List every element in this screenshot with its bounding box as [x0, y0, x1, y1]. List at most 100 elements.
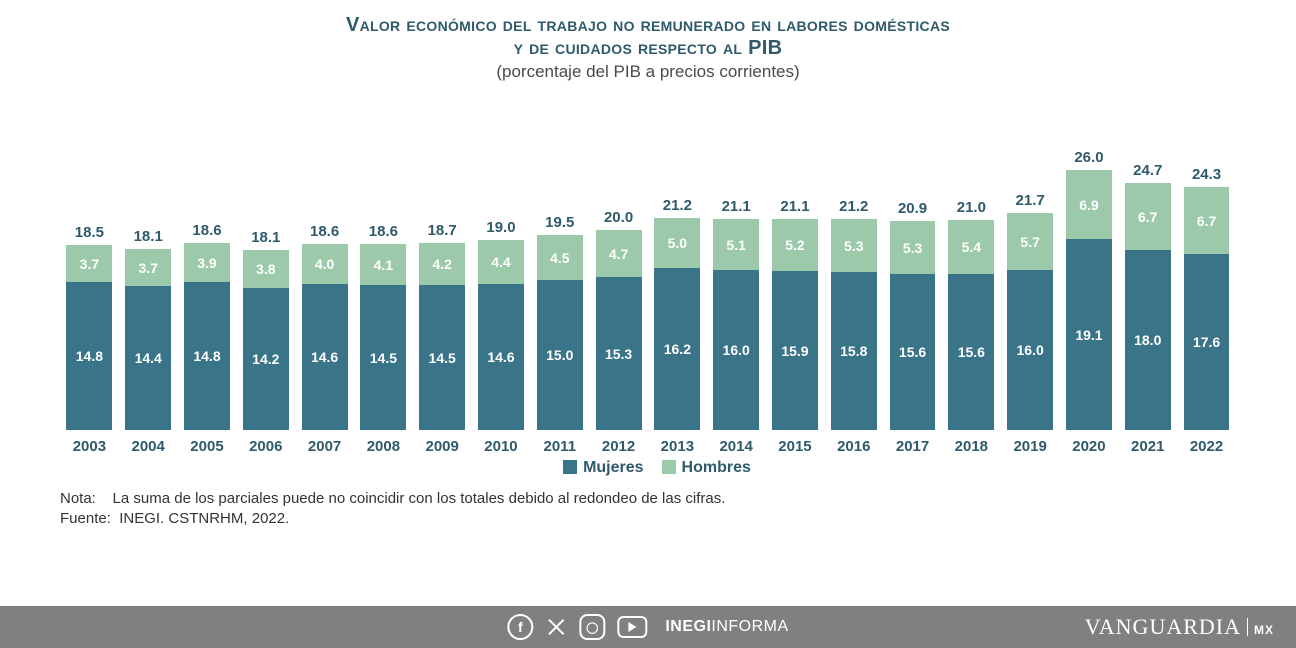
x-tick: 2006 — [236, 438, 295, 455]
instagram-icon[interactable]: ◯ — [579, 614, 605, 640]
x-tick: 2015 — [766, 438, 825, 455]
segment-mujeres: 15.0 — [537, 280, 583, 430]
total-label: 18.1 — [236, 229, 295, 246]
segment-mujeres: 16.2 — [654, 268, 700, 430]
total-label: 18.5 — [60, 224, 119, 241]
value-label-mujeres: 15.6 — [899, 344, 926, 360]
bar-2012: 20.04.715.3 — [589, 100, 648, 430]
x-tick: 2008 — [354, 438, 413, 455]
value-label-mujeres: 14.4 — [135, 350, 162, 366]
bar-2016: 21.2 5.3 15.8 — [824, 100, 883, 430]
value-label-mujeres: 18.0 — [1134, 332, 1161, 348]
x-tick: 2020 — [1060, 438, 1119, 455]
x-tick: 2004 — [119, 438, 178, 455]
total-label: 20.0 — [589, 209, 648, 226]
x-tick: 2009 — [413, 438, 472, 455]
note-label: Nota: — [60, 490, 96, 507]
value-label-mujeres: 14.6 — [487, 349, 514, 365]
x-tick: 2003 — [60, 438, 119, 455]
total-label: 24.3 — [1177, 166, 1236, 183]
footer-bar: f ◯ INEGIINFORMA VANGUARDIA MX — [0, 606, 1296, 648]
value-label-mujeres: 14.6 — [311, 349, 338, 365]
value-label-mujeres: 16.0 — [1017, 342, 1044, 358]
youtube-icon[interactable] — [617, 616, 647, 638]
legend-swatch — [662, 460, 676, 474]
total-label: 19.5 — [530, 214, 589, 231]
bar-2018: 21.05.415.6 — [942, 100, 1001, 430]
bar-2014: 21.15.116.0 — [707, 100, 766, 430]
total-label: 21.1 — [766, 198, 825, 215]
x-tick: 2014 — [707, 438, 766, 455]
value-label-hombres: 4.5 — [550, 250, 569, 266]
bar-2005: 18.6 3.9 14.8 — [178, 100, 237, 430]
x-tick: 2021 — [1118, 438, 1177, 455]
brand-main-text: VANGUARDIA — [1085, 614, 1241, 640]
x-tick: 2022 — [1177, 438, 1236, 455]
value-label-mujeres: 14.5 — [370, 350, 397, 366]
facebook-icon[interactable]: f — [507, 614, 533, 640]
x-tick: 2016 — [824, 438, 883, 455]
segment-hombres: 3.7 — [125, 249, 171, 286]
value-label-hombres: 5.7 — [1020, 234, 1039, 250]
segment-hombres: 5.4 — [948, 220, 994, 274]
x-tick: 2013 — [648, 438, 707, 455]
segment-hombres: 3.9 — [184, 243, 230, 282]
chart-subtitle: (porcentaje del PIB a precios corrientes… — [0, 62, 1296, 82]
total-label: 26.0 — [1060, 149, 1119, 166]
legend-swatch — [563, 460, 577, 474]
segment-hombres: 6.7 — [1125, 183, 1171, 250]
segment-mujeres: 14.6 — [302, 284, 348, 430]
segment-hombres: 5.1 — [713, 219, 759, 270]
x-tick: 2007 — [295, 438, 354, 455]
bar-2011: 19.5 4.5 15.0 — [530, 100, 589, 430]
total-label: 19.0 — [472, 219, 531, 236]
social-icons-group: f ◯ INEGIINFORMA — [507, 614, 788, 640]
segment-mujeres: 15.9 — [772, 271, 818, 430]
bar-2022: 24.36.717.6 — [1177, 100, 1236, 430]
segment-hombres: 4.2 — [419, 243, 465, 285]
segment-hombres: 6.7 — [1184, 187, 1230, 254]
total-label: 20.9 — [883, 200, 942, 217]
segment-hombres: 5.3 — [831, 219, 877, 272]
segment-hombres: 4.4 — [478, 240, 524, 284]
segment-hombres: 5.0 — [654, 218, 700, 268]
legend-label: Mujeres — [583, 459, 643, 476]
source-label: Fuente: — [60, 510, 111, 527]
segment-mujeres: 14.8 — [184, 282, 230, 430]
value-label-hombres: 5.0 — [668, 235, 687, 251]
segment-hombres: 4.1 — [360, 244, 406, 285]
total-label: 18.6 — [178, 222, 237, 239]
chart-title-line1: Valor económico del trabajo no remunerad… — [0, 14, 1296, 37]
total-label: 21.2 — [824, 198, 883, 215]
segment-mujeres: 15.3 — [596, 277, 642, 430]
x-tick: 2010 — [472, 438, 531, 455]
value-label-mujeres: 15.8 — [840, 343, 867, 359]
bar-2021: 24.7 6.7 18.0 — [1118, 100, 1177, 430]
total-label: 24.7 — [1118, 162, 1177, 179]
value-label-hombres: 5.2 — [785, 237, 804, 253]
total-label: 18.6 — [295, 223, 354, 240]
value-label-mujeres: 14.8 — [193, 348, 220, 364]
segment-mujeres: 14.2 — [243, 288, 289, 430]
value-label-mujeres: 14.5 — [429, 350, 456, 366]
value-label-hombres: 5.3 — [844, 238, 863, 254]
value-label-mujeres: 14.2 — [252, 351, 279, 367]
segment-mujeres: 18.0 — [1125, 250, 1171, 430]
total-label: 21.2 — [648, 197, 707, 214]
bar-2004: 18.13.714.4 — [119, 100, 178, 430]
value-label-mujeres: 15.3 — [605, 346, 632, 362]
value-label-hombres: 5.4 — [962, 239, 981, 255]
stacked-bar-chart: 18.53.714.818.13.714.418.63.914.818.13.8… — [60, 100, 1236, 430]
bar-2006: 18.13.814.2 — [236, 100, 295, 430]
x-twitter-icon[interactable] — [545, 616, 567, 638]
legend: MujeresHombres — [0, 459, 1296, 477]
value-label-hombres: 5.1 — [726, 237, 745, 253]
segment-hombres: 5.3 — [890, 221, 936, 274]
segment-hombres: 5.7 — [1007, 213, 1053, 270]
value-label-mujeres: 19.1 — [1075, 327, 1102, 343]
segment-mujeres: 15.8 — [831, 272, 877, 430]
total-label: 18.7 — [413, 222, 472, 239]
segment-hombres: 4.0 — [302, 244, 348, 284]
value-label-hombres: 6.9 — [1079, 197, 1098, 213]
segment-mujeres: 14.8 — [66, 282, 112, 430]
